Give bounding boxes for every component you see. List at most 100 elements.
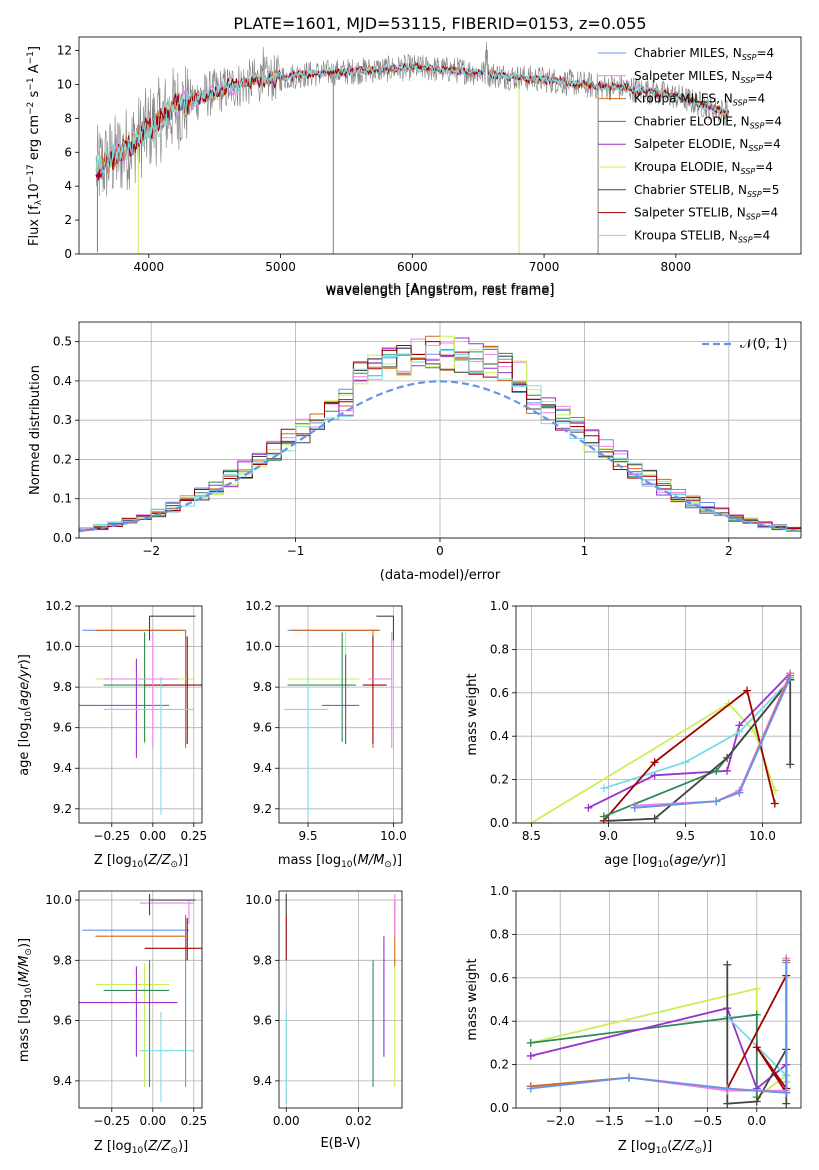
axis-frame: −2.0 −1.5 −1.0 −0.5 0.0 0.0 0.2 0.4 0.6 0.8 1.0 mas…: [465, 884, 802, 1128]
weight-point-marker: [782, 1099, 791, 1108]
weight-point-marker: [786, 673, 795, 682]
y-tick-label: 12: [57, 44, 72, 58]
x-tick-label: 4000: [134, 260, 165, 274]
y-tick-label: 1.0: [490, 599, 509, 613]
legend-nssp: 4: [765, 69, 773, 83]
axes-box: [78, 605, 203, 824]
y-tick-label: 10: [57, 77, 72, 91]
spectrum-legend: Chabrier MILES, NSSP=4 Salpeter MILES, NS…: [598, 46, 782, 244]
x-tick-label: −0.25: [93, 1114, 130, 1128]
y-tick-label: 9.2: [53, 802, 72, 816]
weight-point-marker: [526, 1051, 535, 1060]
weight-point-marker: [712, 797, 721, 806]
x-axis-label: E(B-V): [320, 1136, 360, 1151]
weight-point-marker: [782, 958, 791, 967]
weight-point-marker: [527, 819, 536, 823]
legend-model-name: Chabrier MILES: [634, 46, 725, 60]
legend-nssp: 4: [771, 206, 779, 220]
legend-nssp: 4: [774, 114, 782, 128]
legend-model-name: Chabrier STELIB: [634, 183, 730, 197]
y-tick-label: 9.8: [53, 680, 72, 694]
mass-vs-ebv-panel: 0.00 0.02 9.4 9.6 9.8 10.0 E(B-V): [245, 890, 403, 1151]
grid-lines: [79, 891, 202, 1108]
y-tick-label: 0.0: [490, 816, 509, 830]
weight-series-line: [603, 679, 791, 790]
weight-point-marker: [743, 686, 752, 695]
y-tick-label: 8: [64, 111, 72, 125]
weight-point-marker: [604, 816, 613, 823]
histogram-step: [79, 345, 801, 531]
axes-box: [515, 605, 802, 824]
legend-label: Chabrier MILES, NSSP=4: [634, 46, 774, 62]
y-tick-label: 2: [64, 213, 72, 227]
x-tick-label: 0: [436, 544, 444, 558]
mz-ylabel: mass [log10(M/M⊙)]: [17, 938, 34, 1062]
y-tick-label: 0.0: [490, 1101, 509, 1115]
y-tick-label: 0.3: [53, 413, 72, 427]
agem-xlabel: mass [log10(M/M⊙)]: [278, 853, 402, 870]
x-tick-label: 0.0: [747, 1114, 766, 1128]
y-tick-label: 0: [64, 247, 72, 261]
axis-frame: −2 −1 0 1 2 0.0 0.1 0.2 0.3 0.4 0.5 Normed distribu…: [28, 321, 802, 558]
y-axis-label: Normed distribution: [28, 365, 43, 495]
x-tick-label: −1: [287, 544, 305, 558]
axis-frame: 9.5 10.0 9.2 9.4 9.6 9.8 10.0 10.2: [245, 599, 407, 843]
legend-model-name: Salpeter MILES: [634, 69, 724, 83]
y-tick-label: 9.2: [253, 802, 272, 816]
plot-area: [79, 894, 202, 1102]
y-tick-label: 0.1: [53, 492, 72, 506]
y-tick-label: 10.0: [245, 640, 272, 654]
legend-model-name: Kroupa ELODIE: [634, 160, 724, 174]
y-tick-label: 0.5: [53, 335, 72, 349]
residual-histogram-panel: −2 −1 0 1 2 0.0 0.1 0.2 0.3 0.4 0.5 Normed distribu…: [28, 321, 802, 583]
y-tick-label: 10.0: [45, 893, 72, 907]
legend-model-name: Salpeter ELODIE: [634, 137, 732, 151]
mass-vs-metallicity-panel: mass [log10(M/M⊙)] Z [log10(Z/Z⊙)] −0.25…: [17, 890, 207, 1156]
weight-point-marker: [782, 1088, 791, 1097]
weight-point-marker: [599, 812, 608, 821]
y-tick-label: 0.4: [490, 1014, 509, 1028]
y-axis-label: mass weight: [465, 673, 480, 755]
weight-point-marker: [526, 1038, 535, 1047]
y-tick-label: 10.2: [45, 599, 72, 613]
legend-label: Chabrier STELIB, NSSP=5: [634, 183, 779, 199]
legend-label: Salpeter STELIB, NSSP=4: [634, 206, 778, 222]
weight-point-marker: [770, 799, 779, 808]
gaussian-curve: [79, 380, 801, 533]
weight-point-marker: [584, 803, 593, 812]
y-tick-label: 6: [64, 145, 72, 159]
weight-point-marker: [752, 1010, 761, 1019]
y-axis-label: mass weight: [465, 958, 480, 1040]
axis-frame: 0.00 0.02 9.4 9.6 9.8 10.0 E(B-V): [245, 890, 403, 1151]
weight-series-line: [603, 689, 776, 822]
y-tick-label: 9.8: [253, 680, 272, 694]
x-tick-label: 9.5: [298, 829, 317, 843]
y-tick-label: 9.8: [253, 953, 272, 967]
x-tick-label: 10.0: [749, 829, 776, 843]
weight-point-marker: [650, 814, 659, 823]
weight-vs-age-panel: age [log10(age/yr)] 8.5 9.0 9.5 10.0 0.0 0.2 0…: [465, 599, 802, 870]
age-vs-metallicity-panel: age [log10(age/yr)] Z [log10(Z/Z⊙)] −0.2…: [17, 599, 207, 870]
y-tick-label: 0.2: [53, 452, 72, 466]
y-tick-label: 0.8: [490, 927, 509, 941]
y-tick-label: 0.4: [53, 374, 72, 388]
weight-point-marker: [723, 1099, 732, 1108]
legend-nssp: 5: [772, 183, 780, 197]
agez-xlabel: Z [log10(Z/Z⊙)]: [94, 853, 188, 870]
y-tick-label: 0.8: [490, 642, 509, 656]
y-tick-label: 0.2: [490, 773, 509, 787]
weight-point-marker: [735, 727, 744, 736]
x-tick-label: 2: [725, 544, 733, 558]
weight-point-marker: [681, 758, 690, 767]
y-tick-label: 0.0: [53, 531, 72, 545]
y-tick-label: 9.4: [253, 1074, 272, 1088]
age-vs-mass-panel: mass [log10(M/M⊙)] 9.5 10.0 9.2 9.4 9.6 9.8 10…: [245, 599, 407, 870]
weight-point-marker: [526, 1084, 535, 1093]
weight-vs-metallicity-panel: Z [log10(Z/Z⊙)] −2.0 −1.5 −1.0 −0.5 0.0 0.0 0.…: [465, 884, 802, 1156]
weight-point-marker: [723, 1084, 732, 1093]
x-tick-label: −2: [142, 544, 160, 558]
axes-box: [78, 890, 203, 1109]
y-tick-label: 4: [64, 179, 72, 193]
y-tick-label: 9.6: [53, 1014, 72, 1028]
